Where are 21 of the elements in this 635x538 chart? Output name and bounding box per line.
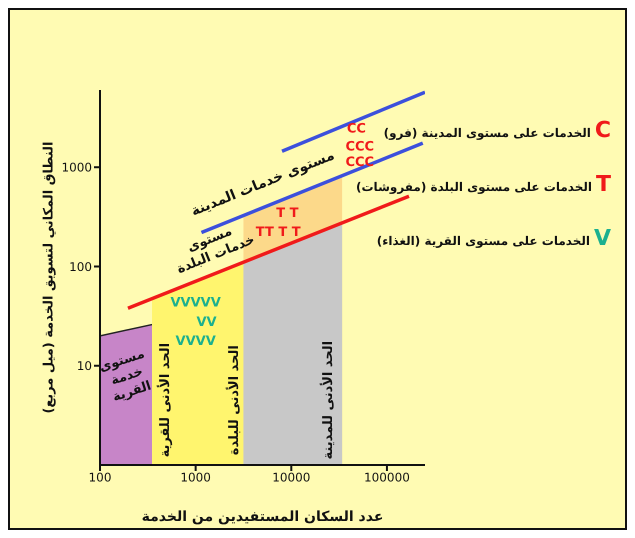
x-tick-label: 100 xyxy=(88,470,112,485)
annotation: الحد الأدنى للقرية xyxy=(156,342,173,458)
annotation: CCC xyxy=(345,140,374,155)
annotation: الحد الأدنى للمدينة xyxy=(319,340,336,460)
annotation: VV xyxy=(196,314,217,330)
annotation: مستوى خدمة القرية xyxy=(97,346,154,406)
annotation: الحد الأدنى للبلدة xyxy=(225,345,242,456)
y-tick-label: 10 xyxy=(76,359,92,374)
annotation: CCC xyxy=(345,154,374,170)
x-tick-label: 1000 xyxy=(180,470,211,485)
x-axis-title: عدد السكان المستفيدين من الخدمة xyxy=(142,509,384,525)
annotation: VVVV xyxy=(176,334,216,349)
x-tick-label: 100000 xyxy=(364,470,410,485)
annotation: VVVVV xyxy=(170,295,221,310)
annotation: T T xyxy=(276,206,299,222)
y-axis-title: النطاق المكاني لتسويق الخدمة (ميل مربع) xyxy=(42,141,57,414)
annotation: CC xyxy=(346,122,366,137)
y-tick-label: 100 xyxy=(69,260,92,274)
y-tick-label: 1000 xyxy=(61,160,92,174)
annotation: TT T T xyxy=(256,225,301,240)
x-tick-label: 10000 xyxy=(272,470,310,485)
